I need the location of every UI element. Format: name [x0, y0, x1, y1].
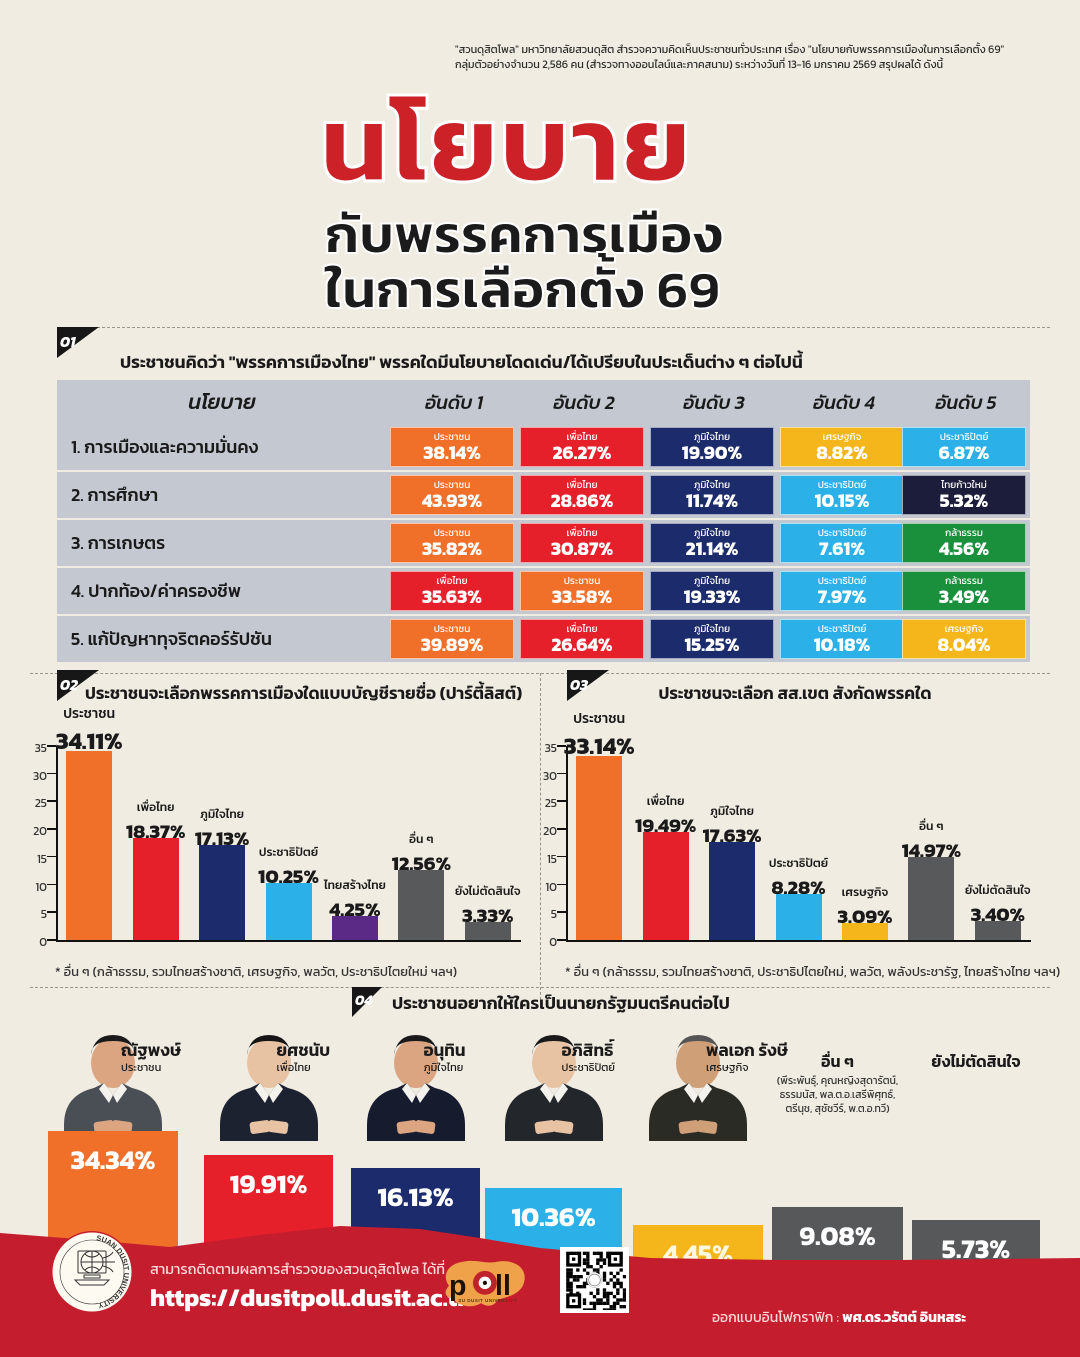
svg-text:SU DUSIT UNIVERSITY: SU DUSIT UNIVERSITY: [458, 1298, 517, 1303]
svg-text:ll: ll: [495, 1270, 511, 1302]
svg-text:p: p: [449, 1270, 466, 1302]
